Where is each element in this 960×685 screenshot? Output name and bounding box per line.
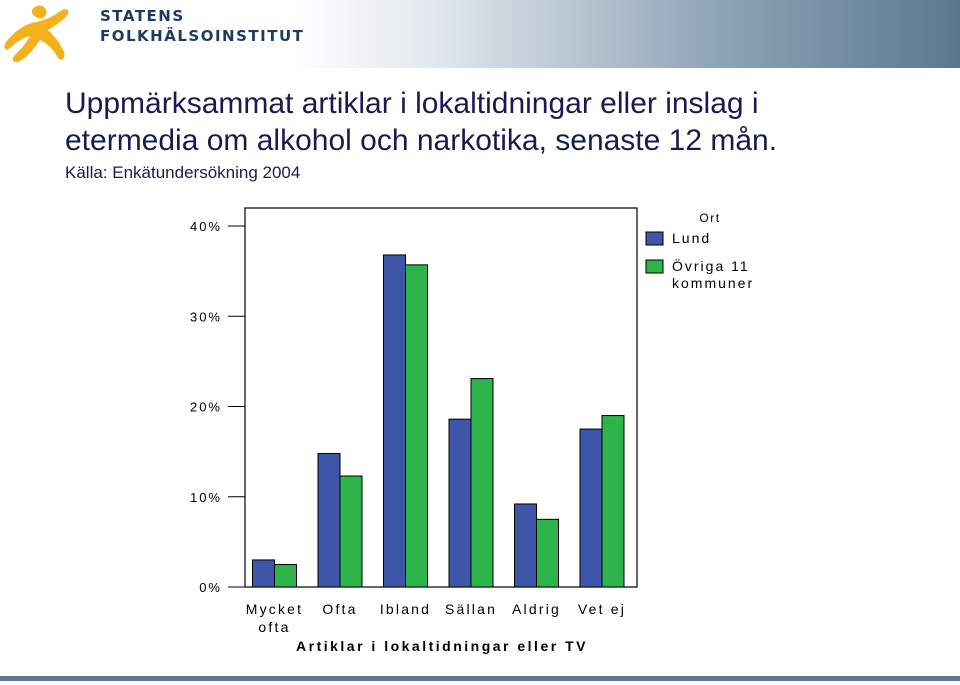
bar-lund-0 [252, 559, 275, 588]
bar-lund-1 [317, 452, 341, 588]
bar-ovriga-4 [536, 518, 559, 588]
y-tick-label: 20% [190, 400, 222, 415]
y-tick-label: 30% [190, 309, 222, 324]
footer-rule [0, 676, 960, 681]
bar-ovriga-3 [470, 378, 494, 588]
org-name-line2: FOLKHÄLSOINSTITUT [100, 27, 305, 45]
bar-ovriga-1 [339, 475, 363, 588]
x-axis-title: Artiklar i lokaltidningar eller TV [296, 638, 588, 654]
title-line-2: etermedia om alkohol och narkotika, sena… [65, 124, 778, 157]
page-title: Uppmärksammat artiklar i lokaltidningar … [65, 85, 777, 159]
org-name-line1: STATENS [100, 7, 185, 25]
bar-lund-2 [383, 254, 406, 588]
bar-ovriga-0 [274, 563, 297, 588]
source-note: Källa: Enkätundersökning 2004 [65, 163, 301, 182]
y-tick-label: 40% [190, 219, 222, 234]
bar-ovriga-2 [405, 264, 428, 588]
x-category-label: ofta [258, 619, 290, 635]
legend-swatch-lund [645, 231, 664, 246]
legend-label: Övriga 11 [672, 257, 750, 274]
title-line-1: Uppmärksammat artiklar i lokaltidningar … [65, 87, 759, 120]
legend-title: Ort [699, 211, 720, 225]
x-axis-categories: Mycket ofta Ofta Ibland Sällan Aldrig Vet ej [246, 601, 626, 635]
y-axis: 0% 10% 20% 30% 40% [190, 219, 245, 595]
legend-label: kommuner [672, 275, 754, 291]
bars-group [252, 254, 625, 588]
running-figure-icon [4, 5, 69, 63]
header-banner: STATENS FOLKHÄLSOINSTITUT [0, 0, 960, 68]
x-category-label: Vet ej [578, 601, 626, 617]
bar-lund-3 [448, 418, 472, 588]
x-category-label: Ibland [380, 601, 431, 617]
plot-frame [244, 207, 638, 588]
x-category-label: Mycket [246, 601, 304, 617]
bar-ovriga-5 [601, 415, 625, 588]
x-category-label: Ofta [322, 601, 357, 617]
bar-lund-5 [579, 428, 603, 588]
legend-swatch-ovriga [645, 259, 664, 274]
x-category-label: Sällan [445, 601, 497, 617]
legend-label: Lund [672, 230, 711, 246]
y-tick-label: 10% [190, 490, 222, 505]
y-tick-label: 0% [199, 580, 222, 595]
bar-lund-4 [514, 503, 537, 588]
x-category-label: Aldrig [512, 601, 561, 617]
